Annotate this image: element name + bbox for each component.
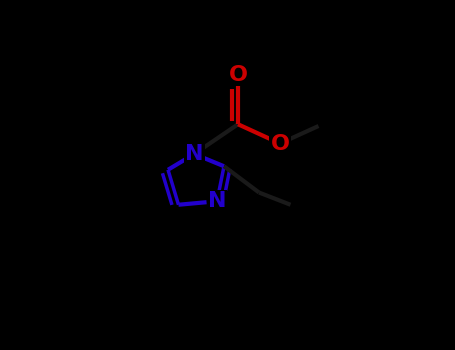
Text: O: O xyxy=(271,133,289,154)
Text: N: N xyxy=(185,144,203,164)
Text: N: N xyxy=(208,191,226,211)
Text: O: O xyxy=(228,65,248,85)
